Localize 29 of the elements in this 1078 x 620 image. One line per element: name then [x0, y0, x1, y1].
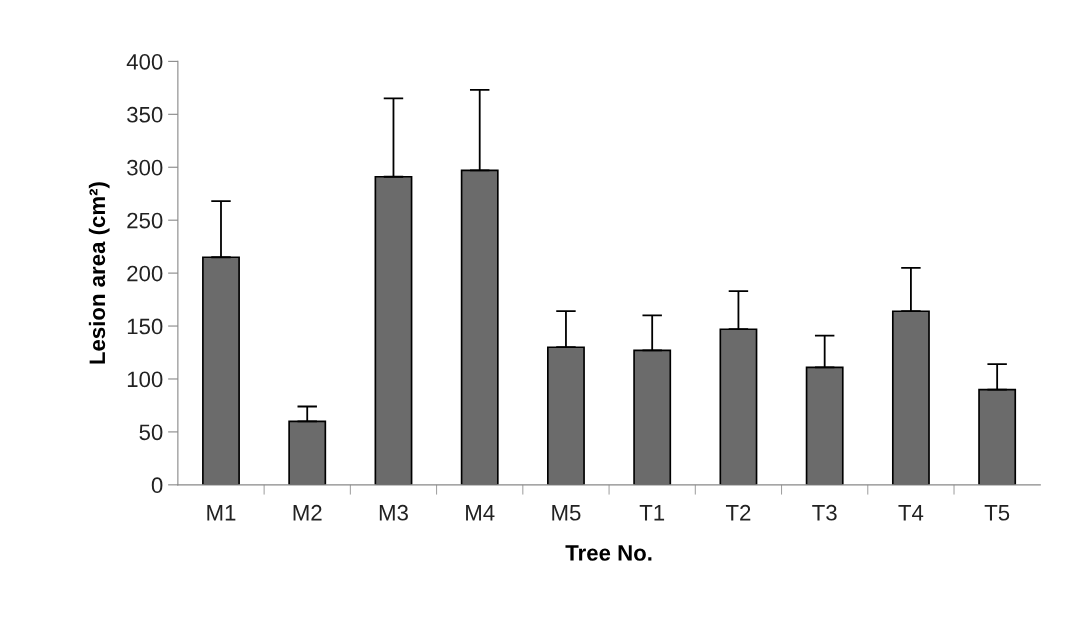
bar: [805, 366, 844, 485]
bar: [547, 346, 585, 485]
bar: [374, 175, 413, 485]
x-tick-label: T4: [898, 505, 924, 521]
x-tick-label: M3: [379, 504, 408, 521]
y-tick-label: 150: [127, 318, 163, 335]
bar: [202, 256, 240, 485]
x-tick-label: M2: [293, 504, 322, 521]
y-tick-label: 50: [139, 424, 163, 441]
y-tick-label: 300: [127, 159, 163, 176]
x-tick-label: T5: [984, 505, 1010, 521]
x-tick-label: T3: [812, 504, 837, 521]
x-tick-label: M4: [466, 505, 495, 521]
y-tick-label: 100: [127, 371, 163, 388]
y-tick-label: 250: [127, 212, 163, 229]
x-tick-label: T2: [725, 504, 751, 521]
y-tick-label: 0: [151, 477, 163, 494]
x-tick-label: T1: [639, 505, 665, 521]
bar: [288, 420, 327, 485]
y-tick-label: 200: [127, 265, 163, 282]
y-axis-title: Lesion area (cm²): [88, 182, 110, 364]
y-tick-label: 350: [127, 106, 163, 123]
y-tick-label: 400: [126, 53, 163, 70]
x-axis-title: Tree No.: [565, 545, 652, 561]
x-tick-label: M5: [552, 505, 581, 521]
x-tick-label: M1: [207, 505, 236, 521]
bar: [719, 328, 758, 485]
bar: [891, 310, 930, 485]
bar: [633, 349, 672, 485]
